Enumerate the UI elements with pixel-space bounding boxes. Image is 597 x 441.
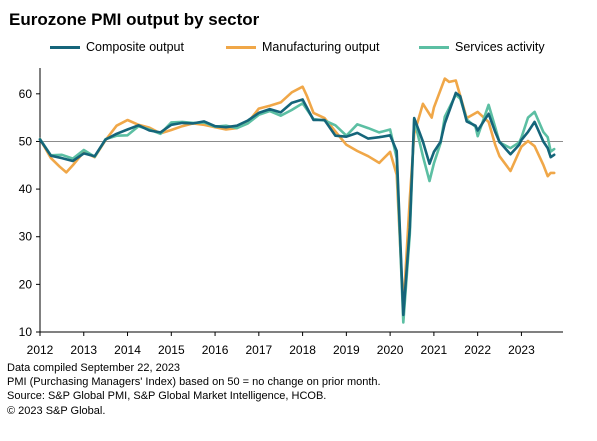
y-tick-label: 30 bbox=[19, 230, 33, 244]
series-line-composite bbox=[38, 91, 556, 317]
footer-compiled-date: Data compiled September 22, 2023 bbox=[7, 362, 181, 374]
x-tick-label: 2021 bbox=[421, 343, 448, 357]
chart-footer: Data compiled September 22, 2023 PMI (Pu… bbox=[7, 361, 381, 418]
legend-label-composite: Composite output bbox=[86, 40, 184, 54]
x-tick-label: 2013 bbox=[70, 343, 97, 357]
x-tick-label: 2016 bbox=[202, 343, 229, 357]
footer-pmi-note: PMI (Purchasing Managers' Index) based o… bbox=[7, 376, 381, 389]
chart-title: Eurozone PMI output by sector bbox=[9, 10, 260, 29]
legend-label-services: Services activity bbox=[455, 40, 545, 54]
x-tick-label: 2023 bbox=[508, 343, 535, 357]
x-tick-label: 2014 bbox=[114, 343, 141, 357]
x-tick-label: 2019 bbox=[333, 343, 360, 357]
legend-label-manufacturing: Manufacturing output bbox=[262, 40, 380, 54]
series-line-manufacturing bbox=[38, 77, 556, 311]
x-tick-label: 2017 bbox=[245, 343, 272, 357]
y-tick-label: 10 bbox=[19, 325, 33, 339]
legend-item-manufacturing: Manufacturing output bbox=[226, 40, 379, 54]
y-tick-label: 40 bbox=[19, 182, 33, 196]
footer-source: Source: S&P Global PMI, S&P Global Marke… bbox=[7, 390, 327, 403]
x-tick-label: 2012 bbox=[27, 343, 54, 357]
x-tick-label: 2022 bbox=[464, 343, 491, 357]
y-tick-label: 20 bbox=[19, 277, 33, 291]
y-tick-label: 60 bbox=[19, 87, 33, 101]
y-tick-label: 50 bbox=[19, 134, 33, 148]
footer-copyright: © 2023 S&P Global. bbox=[7, 404, 106, 417]
x-tick-label: 2020 bbox=[377, 343, 404, 357]
legend-item-composite: Composite output bbox=[50, 40, 184, 54]
legend-swatch-services bbox=[419, 45, 449, 49]
legend-swatch-manufacturing bbox=[226, 45, 256, 49]
legend-swatch-composite bbox=[50, 45, 80, 49]
x-tick-label: 2018 bbox=[289, 343, 316, 357]
legend-item-services: Services activity bbox=[419, 40, 545, 54]
x-tick-label: 2015 bbox=[158, 343, 185, 357]
